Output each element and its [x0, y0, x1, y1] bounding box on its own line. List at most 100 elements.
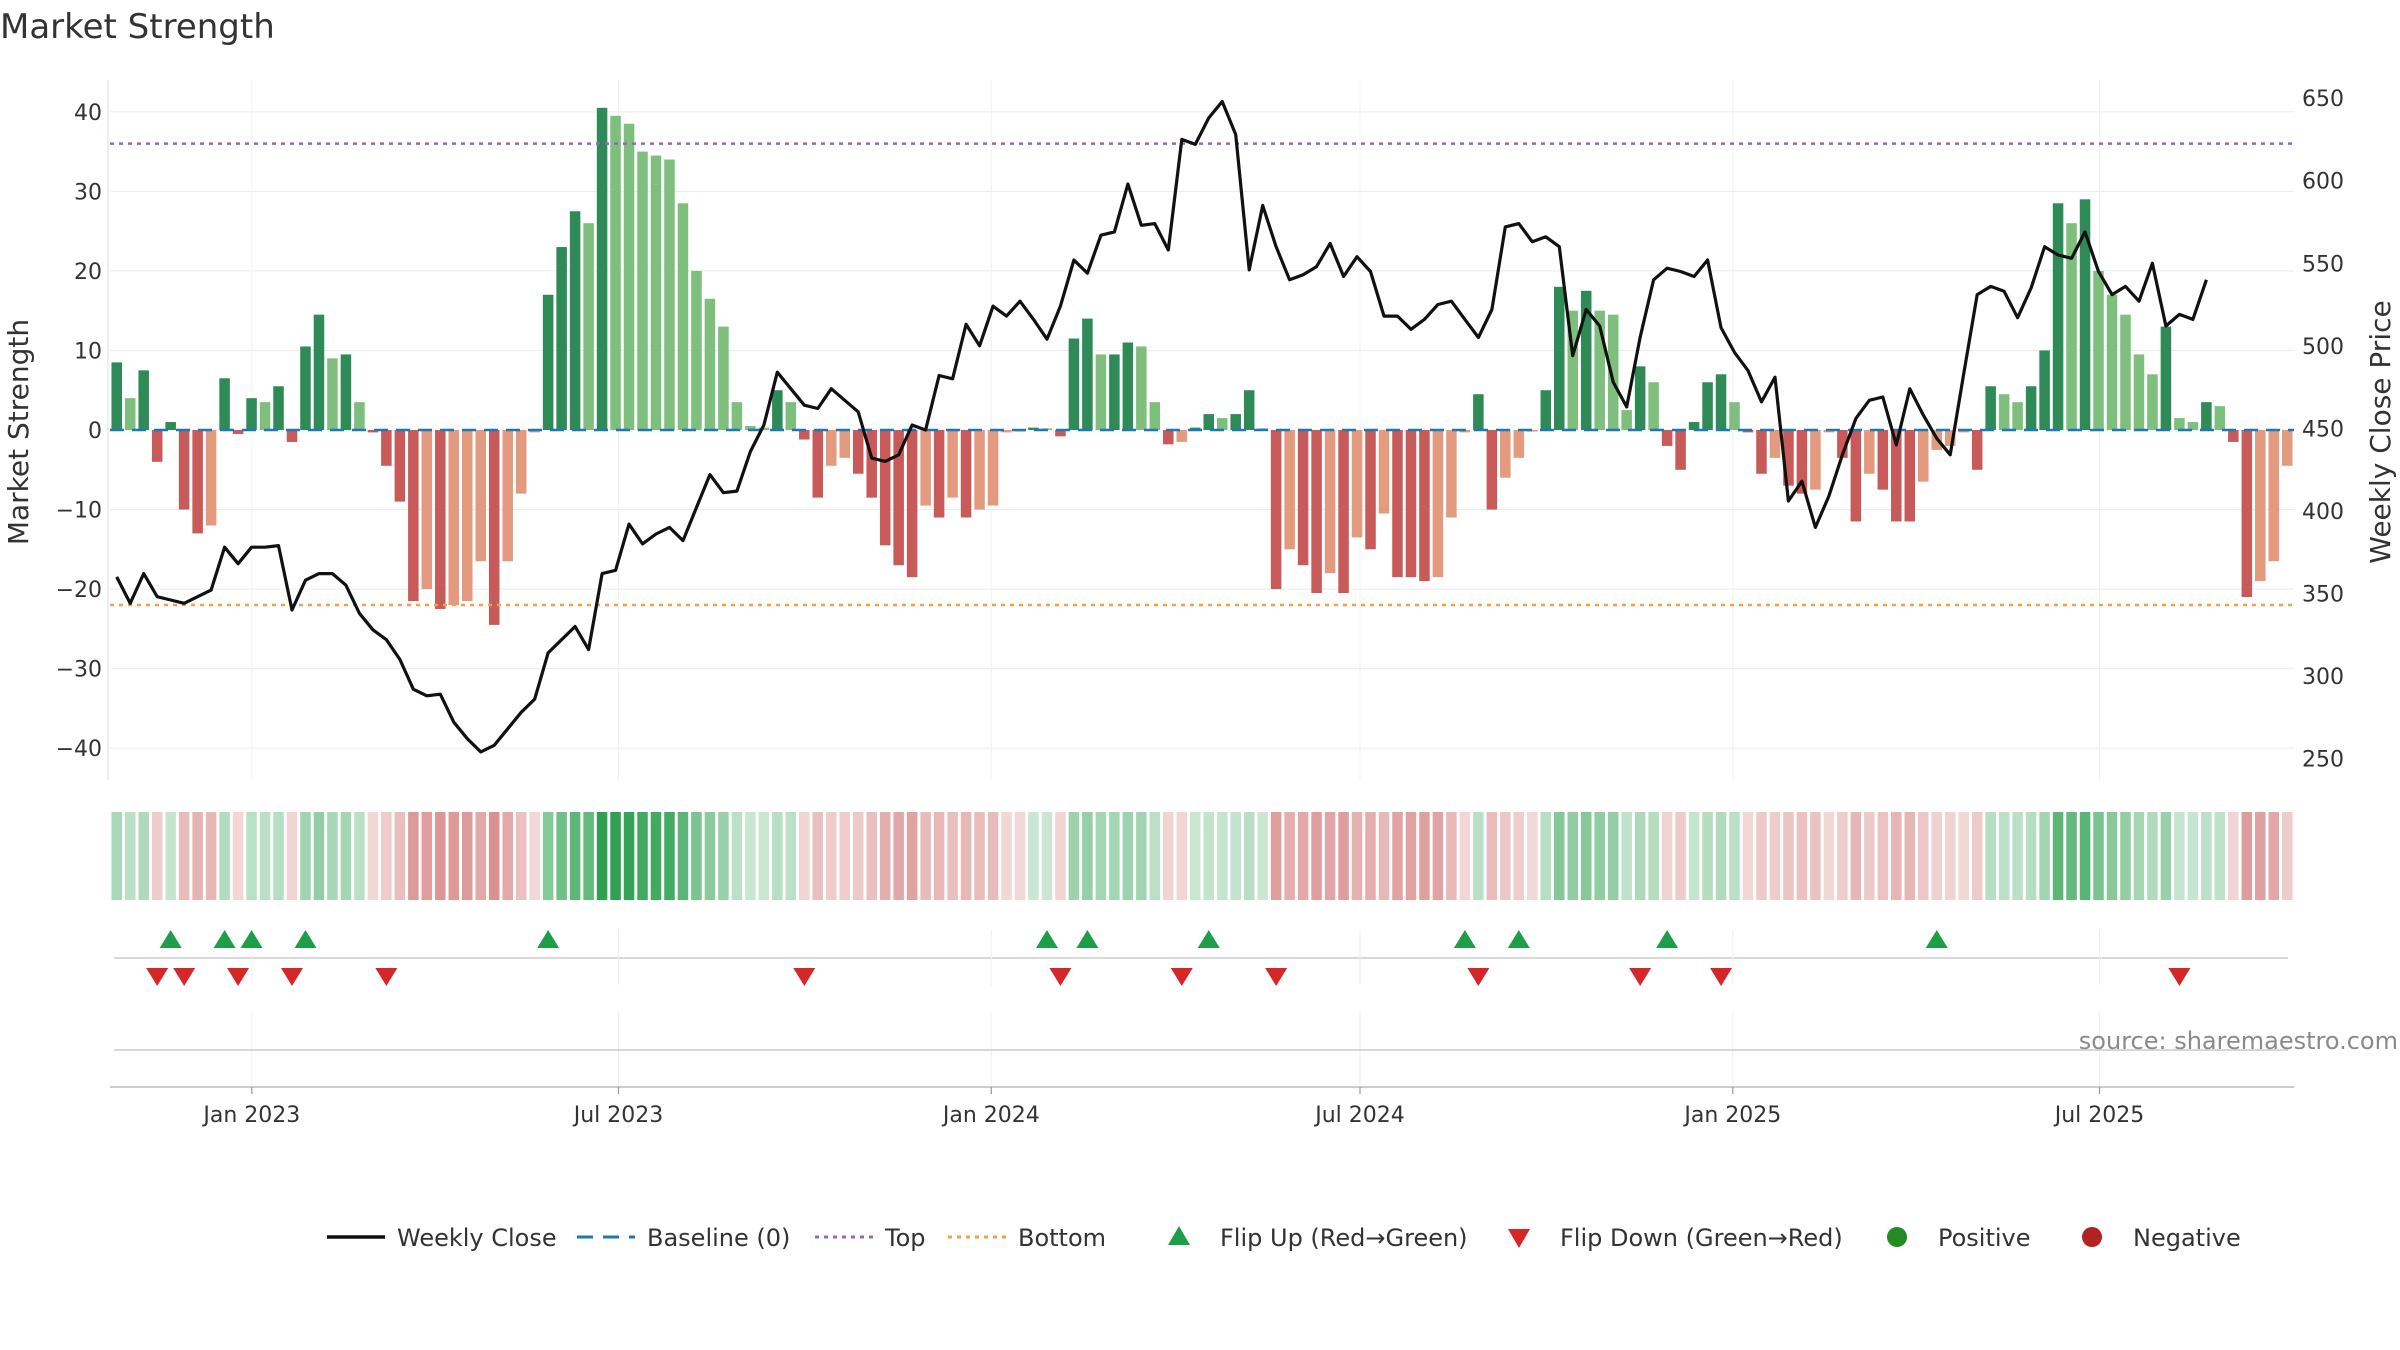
strip-cell — [1324, 812, 1336, 900]
y-right-tick-label: 600 — [2302, 170, 2344, 195]
strip-cell — [947, 812, 958, 900]
legend-entry-label: Negative — [2133, 1224, 2241, 1252]
strength-bar — [1082, 318, 1093, 430]
strip-cell — [1122, 812, 1134, 900]
x-tick-label: Jan 2023 — [201, 1103, 300, 1128]
strength-bar — [947, 430, 958, 498]
strength-bar — [974, 430, 985, 510]
strip-cell — [772, 812, 783, 900]
strength-bar — [1850, 430, 1862, 522]
flip-down-marker — [1629, 968, 1652, 986]
strength-bar — [731, 402, 743, 430]
legend-entry-label: Flip Down (Green→Red) — [1560, 1224, 1843, 1252]
strip-cell — [502, 812, 513, 900]
strength-bar — [1688, 422, 1700, 430]
strip-cell — [650, 812, 662, 900]
strength-bar — [1944, 430, 1956, 446]
strength-bar — [866, 430, 877, 498]
strength-bar — [1904, 430, 1916, 522]
strip-cell — [2079, 812, 2091, 900]
strength-bar — [165, 422, 176, 430]
strip-cell — [435, 812, 446, 900]
strip-cell — [1486, 812, 1498, 900]
strength-bar — [1095, 354, 1107, 430]
y-left-tick-label: −10 — [56, 499, 102, 524]
flip-up-marker — [1656, 930, 1679, 948]
strength-bar — [340, 354, 352, 430]
strip-cell — [1028, 812, 1039, 900]
strength-bar — [327, 358, 338, 430]
strip-cell — [1769, 812, 1781, 900]
strength-bar — [2255, 430, 2266, 582]
strip-cell — [1944, 812, 1956, 900]
strip-cell — [2120, 812, 2131, 900]
strip-cell — [1203, 812, 1214, 900]
y-left-tick-label: 0 — [88, 419, 102, 444]
strip-cell — [1796, 812, 1808, 900]
y-left-tick-label: 30 — [74, 180, 102, 205]
strength-bar — [462, 430, 473, 602]
strip-cell — [2160, 812, 2172, 900]
strength-bar — [556, 247, 567, 430]
legend-swatch — [1168, 1226, 1190, 1245]
strip-cell — [286, 812, 298, 900]
strength-bars — [111, 107, 2293, 625]
flip-up-marker — [1925, 930, 1948, 948]
y-axis-right-title: Weekly Close Price — [2364, 300, 2397, 563]
strength-bar — [745, 426, 756, 430]
strip-cell — [2093, 812, 2104, 900]
strip-cell — [1729, 812, 1740, 900]
chart-title: Market Strength — [0, 7, 275, 47]
strength-bar — [273, 386, 284, 430]
x-tick-label: Jul 2024 — [1313, 1103, 1405, 1128]
strength-bar — [2066, 223, 2077, 430]
strip-cell — [1230, 812, 1241, 900]
flip-down-marker — [793, 968, 816, 986]
strip-cell — [1688, 812, 1700, 900]
strip-cell — [583, 812, 594, 900]
strength-bar — [1648, 382, 1659, 430]
strip-cell — [421, 812, 433, 900]
strength-bar — [1297, 430, 1309, 566]
strength-bar — [1270, 430, 1282, 590]
strength-bar — [2039, 350, 2050, 430]
strip-cell — [1405, 812, 1417, 900]
strength-bar — [596, 107, 608, 430]
strength-bar — [1176, 430, 1188, 442]
strength-bar — [138, 370, 149, 430]
strip-cell — [1823, 812, 1835, 900]
strip-cell — [812, 812, 824, 900]
strip-cell — [192, 812, 203, 900]
strength-bar — [1378, 430, 1390, 514]
strength-bar — [772, 390, 783, 430]
strength-bar — [893, 430, 904, 566]
flip-down-marker — [281, 968, 303, 986]
strength-bar — [1527, 430, 1538, 432]
strength-bar — [2201, 402, 2212, 430]
strength-bar — [381, 430, 392, 466]
strip-cell — [1675, 812, 1686, 900]
strength-bar — [1783, 430, 1794, 486]
strength-bar — [826, 430, 837, 466]
y-right-tick-label: 250 — [2302, 748, 2344, 773]
strip-cell — [1958, 812, 1969, 900]
strip-cell — [2133, 812, 2145, 900]
legend-swatch — [1887, 1227, 1907, 1247]
strength-bar — [475, 430, 486, 562]
strength-bar — [259, 402, 271, 430]
flip-up-marker — [537, 930, 560, 948]
strength-bar — [1216, 418, 1228, 430]
flip-up-marker — [159, 930, 182, 948]
strip-cell — [1459, 812, 1471, 900]
strip-cell — [138, 812, 149, 900]
strip-cell — [1877, 812, 1889, 900]
strength-bar — [1446, 430, 1457, 518]
strip-cell — [340, 812, 352, 900]
strength-bar — [1621, 410, 1632, 430]
strength-bar — [2228, 430, 2239, 442]
x-tick-label: Jan 2024 — [941, 1103, 1040, 1128]
strip-cell — [178, 812, 190, 900]
strip-cell — [408, 812, 419, 900]
strength-bar — [839, 430, 850, 458]
